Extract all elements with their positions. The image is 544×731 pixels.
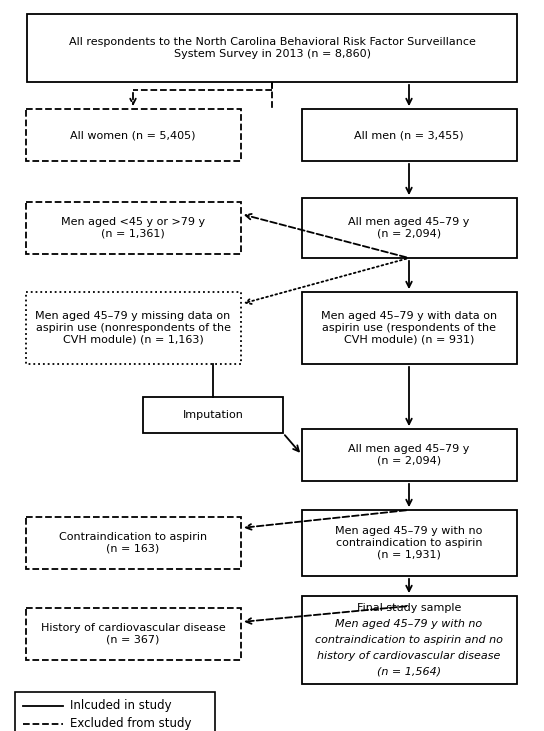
FancyBboxPatch shape <box>26 202 240 254</box>
Text: Men aged 45–79 y missing data on
aspirin use (nonrespondents of the
CVH module) : Men aged 45–79 y missing data on aspirin… <box>35 311 231 344</box>
FancyBboxPatch shape <box>15 692 215 731</box>
FancyBboxPatch shape <box>301 292 516 364</box>
Text: history of cardiovascular disease: history of cardiovascular disease <box>317 651 500 661</box>
FancyBboxPatch shape <box>26 608 240 660</box>
FancyBboxPatch shape <box>26 292 240 364</box>
Text: Men aged 45–79 y with data on
aspirin use (respondents of the
CVH module) (n = 9: Men aged 45–79 y with data on aspirin us… <box>321 311 497 344</box>
FancyBboxPatch shape <box>301 109 516 161</box>
Text: contraindication to aspirin and no: contraindication to aspirin and no <box>315 635 503 645</box>
FancyBboxPatch shape <box>301 596 516 684</box>
Text: Men aged <45 y or >79 y
(n = 1,361): Men aged <45 y or >79 y (n = 1,361) <box>61 217 205 239</box>
Text: (n = 1,564): (n = 1,564) <box>377 667 441 677</box>
FancyBboxPatch shape <box>301 510 516 576</box>
Text: Contraindication to aspirin
(n = 163): Contraindication to aspirin (n = 163) <box>59 532 207 554</box>
Text: Men aged 45–79 y with no: Men aged 45–79 y with no <box>336 619 483 629</box>
Text: All men aged 45–79 y
(n = 2,094): All men aged 45–79 y (n = 2,094) <box>348 444 469 466</box>
Text: Excluded from study: Excluded from study <box>70 718 191 730</box>
FancyBboxPatch shape <box>27 14 517 82</box>
Text: Final study sample: Final study sample <box>357 603 461 613</box>
Text: All respondents to the North Carolina Behavioral Risk Factor Surveillance
System: All respondents to the North Carolina Be… <box>69 37 475 58</box>
Text: History of cardiovascular disease
(n = 367): History of cardiovascular disease (n = 3… <box>41 624 225 645</box>
Text: All women (n = 5,405): All women (n = 5,405) <box>70 130 196 140</box>
FancyBboxPatch shape <box>301 429 516 481</box>
FancyBboxPatch shape <box>26 109 240 161</box>
Text: Inlcuded in study: Inlcuded in study <box>70 700 171 713</box>
FancyBboxPatch shape <box>301 198 516 258</box>
Text: All men (n = 3,455): All men (n = 3,455) <box>354 130 464 140</box>
Text: Imputation: Imputation <box>183 410 243 420</box>
Text: Men aged 45–79 y with no
contraindication to aspirin
(n = 1,931): Men aged 45–79 y with no contraindicatio… <box>335 526 483 560</box>
Text: All men aged 45–79 y
(n = 2,094): All men aged 45–79 y (n = 2,094) <box>348 217 469 239</box>
FancyBboxPatch shape <box>143 397 283 433</box>
FancyBboxPatch shape <box>26 517 240 569</box>
